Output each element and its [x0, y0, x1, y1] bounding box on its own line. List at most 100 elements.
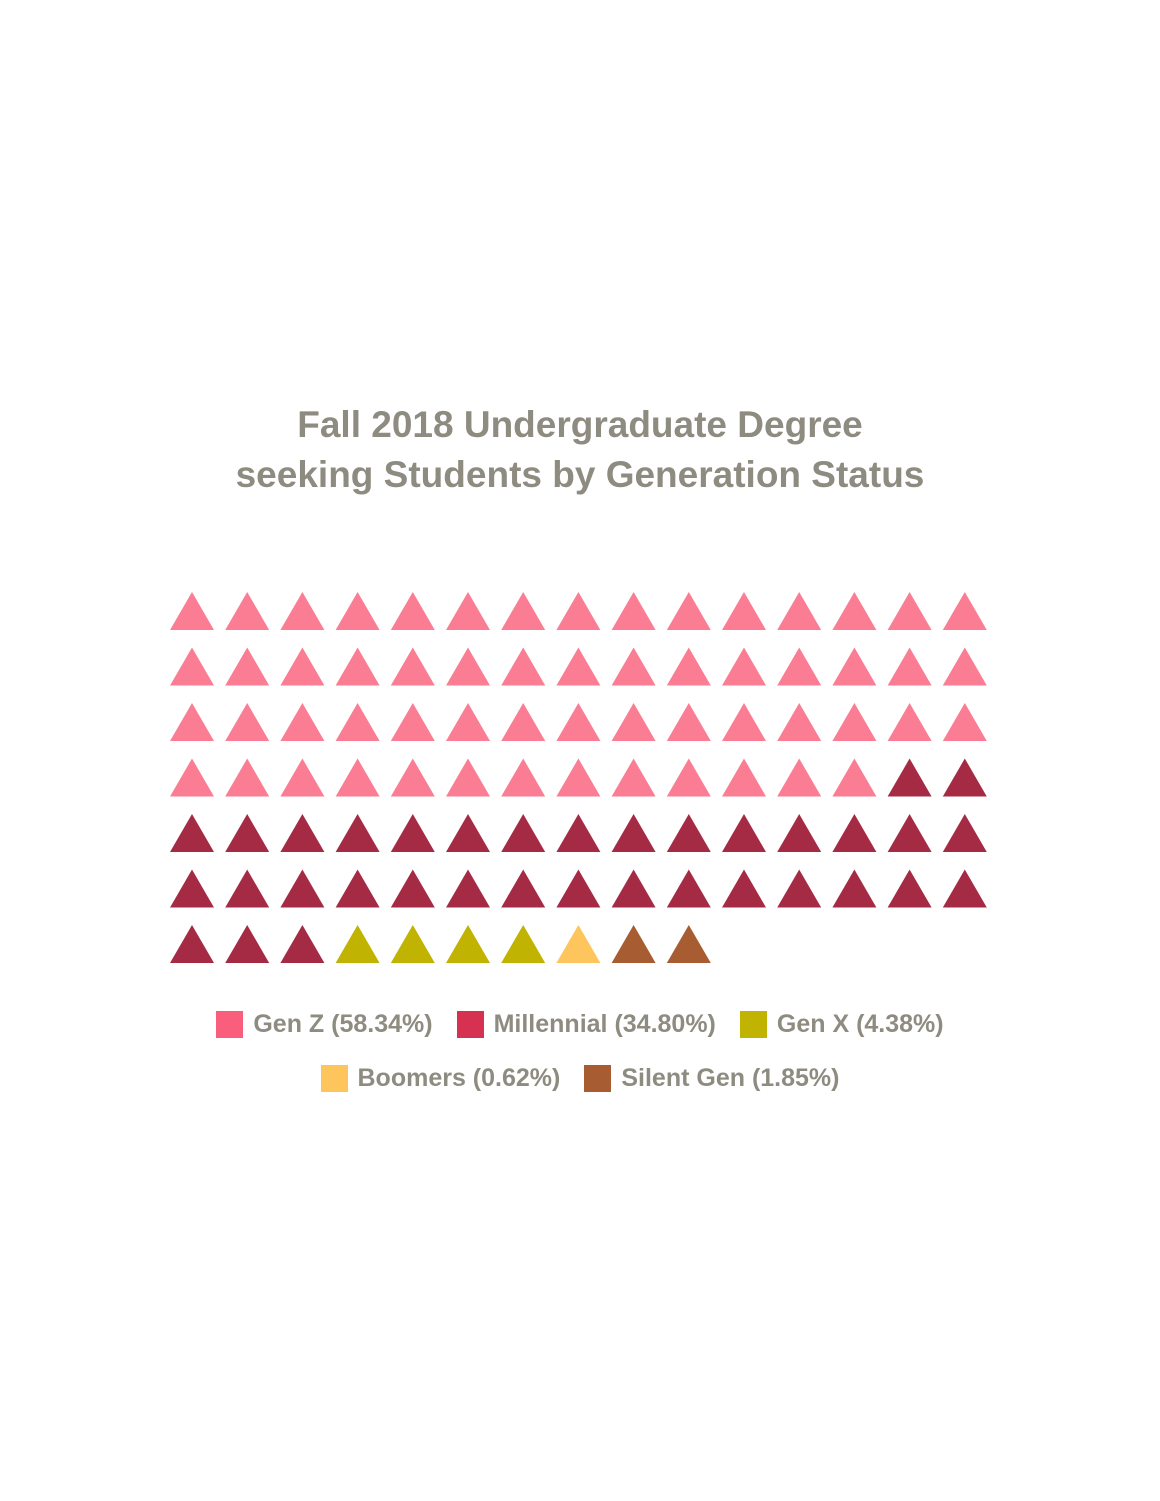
- waffle-triangle-millennial: [170, 925, 214, 963]
- waffle-triangle-gen-z: [501, 592, 546, 630]
- waffle-triangle-millennial: [390, 814, 435, 852]
- waffle-triangle-millennial: [280, 869, 325, 908]
- legend-item-millennial: Millennial (34.80%): [456, 1010, 716, 1039]
- waffle-triangle-gen-z: [887, 703, 932, 741]
- waffle-triangle-gen-z: [501, 647, 546, 686]
- legend-swatch-millennial: [456, 1011, 484, 1038]
- waffle-triangle-gen-z: [335, 703, 380, 741]
- waffle-triangle-gen-z: [225, 647, 270, 686]
- waffle-triangle-gen-x: [501, 925, 546, 963]
- legend-swatch-boomers: [320, 1065, 348, 1092]
- waffle-triangle-millennial: [942, 869, 987, 908]
- waffle-triangle-gen-z: [942, 703, 987, 741]
- waffle-triangle-millennial: [446, 869, 490, 908]
- waffle-triangle-gen-z: [611, 647, 656, 686]
- waffle-triangle-millennial: [390, 869, 435, 908]
- waffle-triangle-gen-z: [887, 592, 932, 630]
- waffle-triangle-gen-z: [942, 592, 987, 630]
- waffle-triangle-gen-z: [722, 592, 766, 630]
- waffle-triangle-millennial: [887, 814, 932, 852]
- waffle-triangle-millennial: [832, 869, 877, 908]
- waffle-triangle-gen-z: [390, 647, 435, 686]
- waffle-triangle-gen-z: [887, 647, 932, 686]
- chart-title-line-1: Fall 2018 Undergraduate Degree: [297, 404, 863, 445]
- waffle-triangle-gen-z: [611, 703, 656, 741]
- legend-item-gen-x: Gen X (4.38%): [739, 1010, 944, 1039]
- waffle-triangle-millennial: [942, 758, 987, 797]
- waffle-triangle-gen-z: [832, 592, 877, 630]
- waffle-triangle-millennial: [777, 869, 822, 908]
- legend-label-gen-z: Gen Z (58.34%): [253, 1010, 433, 1038]
- legend-label-millennial: Millennial (34.80%): [493, 1010, 716, 1038]
- waffle-triangle-millennial: [666, 814, 711, 852]
- waffle-triangle-gen-z: [170, 703, 214, 741]
- legend-label-gen-x: Gen X (4.38%): [776, 1010, 944, 1038]
- waffle-triangle-gen-z: [832, 758, 877, 797]
- waffle-triangle-gen-z: [335, 592, 380, 630]
- waffle-triangle-millennial: [556, 869, 601, 908]
- chart-title-line-2: seeking Students by Generation Status: [235, 454, 925, 495]
- waffle-triangle-gen-z: [666, 703, 711, 741]
- waffle-triangle-gen-z: [390, 592, 435, 630]
- waffle-triangle-gen-z: [225, 703, 270, 741]
- waffle-triangle-gen-z: [280, 592, 325, 630]
- waffle-chart: [170, 592, 987, 963]
- waffle-triangle-silent-gen: [666, 925, 711, 963]
- waffle-triangle-gen-x: [390, 925, 435, 963]
- waffle-triangle-gen-z: [777, 703, 822, 741]
- waffle-triangle-gen-z: [556, 592, 601, 630]
- waffle-triangle-millennial: [170, 869, 214, 908]
- waffle-triangle-gen-z: [722, 758, 766, 797]
- waffle-triangle-boomers: [556, 925, 601, 963]
- waffle-triangle-gen-z: [722, 647, 766, 686]
- waffle-triangle-millennial: [832, 814, 877, 852]
- waffle-triangle-gen-x: [446, 925, 490, 963]
- waffle-triangle-millennial: [887, 758, 932, 797]
- waffle-triangle-gen-z: [556, 703, 601, 741]
- legend-label-silent-gen: Silent Gen (1.85%): [621, 1064, 840, 1092]
- waffle-triangle-silent-gen: [611, 925, 656, 963]
- waffle-triangle-gen-z: [832, 703, 877, 741]
- waffle-triangle-gen-z: [390, 703, 435, 741]
- waffle-triangle-gen-z: [777, 647, 822, 686]
- legend-swatch-gen-z: [216, 1011, 244, 1038]
- waffle-triangle-gen-z: [556, 647, 601, 686]
- waffle-triangle-millennial: [611, 814, 656, 852]
- waffle-triangle-gen-z: [280, 703, 325, 741]
- waffle-triangle-gen-z: [170, 647, 214, 686]
- waffle-triangle-gen-z: [446, 703, 490, 741]
- waffle-triangle-millennial: [225, 869, 270, 908]
- waffle-triangle-gen-z: [170, 592, 214, 630]
- waffle-triangle-millennial: [501, 869, 546, 908]
- waffle-triangle-gen-z: [666, 592, 711, 630]
- waffle-triangle-gen-z: [225, 758, 270, 797]
- waffle-triangle-millennial: [335, 814, 380, 852]
- legend-item-gen-z: Gen Z (58.34%): [216, 1010, 433, 1039]
- waffle-triangle-millennial: [777, 814, 822, 852]
- legend-swatch-gen-x: [739, 1011, 767, 1038]
- waffle-triangle-gen-z: [390, 758, 435, 797]
- legend-swatch-silent-gen: [584, 1065, 612, 1092]
- waffle-triangle-gen-z: [170, 758, 214, 797]
- waffle-triangle-gen-z: [280, 647, 325, 686]
- waffle-triangle-gen-z: [666, 758, 711, 797]
- waffle-triangle-gen-z: [942, 647, 987, 686]
- waffle-triangle-millennial: [335, 869, 380, 908]
- waffle-triangle-millennial: [556, 814, 601, 852]
- waffle-triangle-gen-x: [335, 925, 380, 963]
- waffle-triangle-gen-z: [832, 647, 877, 686]
- waffle-triangle-millennial: [501, 814, 546, 852]
- waffle-triangle-gen-z: [777, 592, 822, 630]
- waffle-triangle-gen-z: [225, 592, 270, 630]
- waffle-triangle-millennial: [225, 925, 270, 963]
- chart-title: Fall 2018 Undergraduate Degree seeking S…: [0, 400, 1160, 500]
- waffle-triangle-gen-z: [446, 592, 490, 630]
- waffle-triangle-gen-z: [501, 703, 546, 741]
- waffle-triangle-gen-z: [556, 758, 601, 797]
- legend-row: Gen Z (58.34%) Millennial (34.80%) Gen X…: [0, 1010, 1160, 1039]
- waffle-triangle-millennial: [722, 869, 766, 908]
- waffle-triangle-millennial: [280, 925, 325, 963]
- waffle-triangle-gen-z: [335, 647, 380, 686]
- waffle-triangle-gen-z: [280, 758, 325, 797]
